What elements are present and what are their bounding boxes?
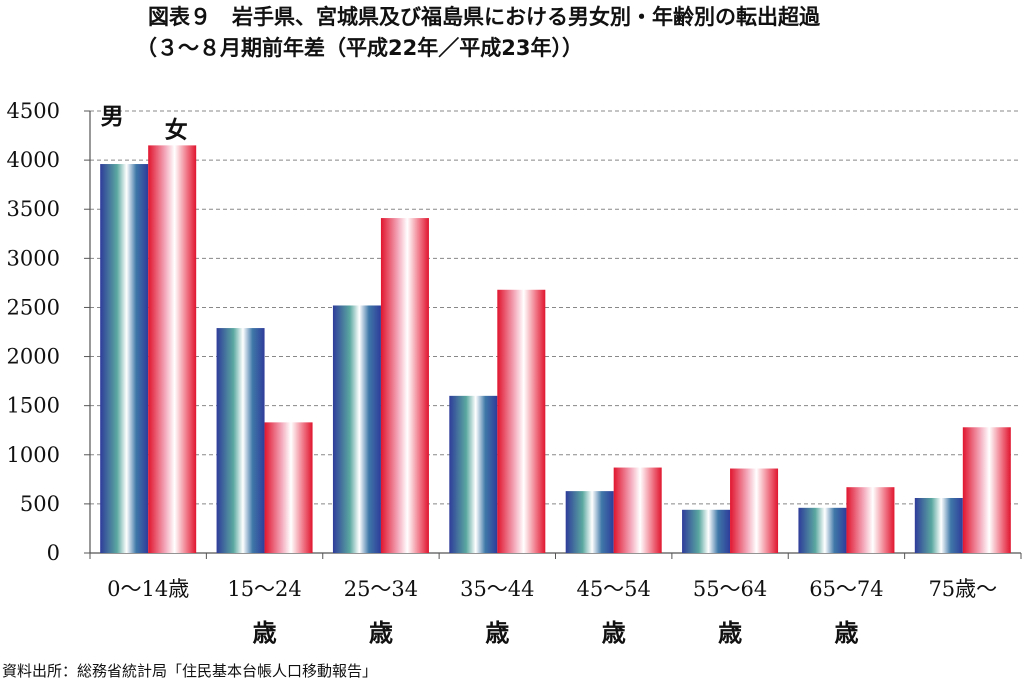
x-category-label: 65〜74 [809, 577, 883, 601]
bar-female-2 [380, 218, 429, 553]
bar-female-0 [148, 145, 197, 553]
bar-female-4 [613, 467, 662, 553]
bar-female-6 [846, 487, 895, 553]
legend-male: 男 [101, 104, 124, 130]
x-category-label: 0〜14歳 [107, 577, 189, 601]
x-category-label: 歳 [253, 619, 277, 647]
source-note: 資料出所：総務省統計局「住民基本台帳人口移動報告」 [2, 662, 378, 680]
bar-male-6 [798, 507, 847, 553]
labels: 0 500 1000 1500 2000 2500 3000 3500 4000 4500 男 女 0〜… [7, 99, 998, 647]
y-tick-label: 4500 [7, 99, 60, 123]
chart-title-line1: 図表９ 岩手県、宮城県及び福島県における男女別・年齢別の転出超過 [148, 5, 820, 29]
y-tick-label: 4000 [7, 148, 60, 172]
bar-male-0 [100, 164, 149, 554]
y-tick-label: 3500 [7, 197, 60, 221]
x-category-label: 歳 [718, 619, 742, 647]
bars [100, 145, 1011, 554]
bar-female-5 [730, 468, 779, 553]
legend-female: 女 [165, 116, 188, 143]
bar-female-3 [497, 289, 546, 553]
x-category-label: 15〜24 [227, 577, 301, 601]
x-category-label: 歳 [369, 619, 393, 647]
y-tick-label: 1500 [7, 394, 60, 418]
bar-male-1 [216, 328, 265, 553]
bar-male-7 [914, 497, 963, 553]
x-category-label: 75歳〜 [928, 577, 997, 601]
x-category-label: 25〜34 [344, 577, 418, 601]
y-tick-label: 2000 [7, 345, 60, 369]
chart-title-line2: （３～８月期前年差（平成22年／平成23年）） [136, 36, 583, 60]
y-tick-label: 3000 [7, 246, 60, 270]
x-category-label: 歳 [485, 619, 509, 647]
y-tick-label: 1000 [7, 443, 60, 467]
bar-male-5 [682, 509, 731, 553]
bar-chart: 0 500 1000 1500 2000 2500 3000 3500 4000 4500 男 女 0〜… [7, 99, 1022, 647]
bar-male-4 [565, 491, 614, 553]
x-category-label: 歳 [602, 619, 626, 647]
y-tick-label: 0 [47, 541, 60, 565]
y-tick-label: 2500 [7, 295, 60, 319]
x-category-label: 35〜44 [460, 577, 534, 601]
x-category-label: 歳 [834, 619, 858, 647]
bar-female-7 [962, 427, 1011, 553]
y-tick-label: 500 [20, 492, 60, 516]
bar-male-2 [332, 305, 381, 553]
bar-male-3 [449, 395, 498, 553]
x-category-label: 45〜54 [576, 577, 650, 601]
bar-female-1 [264, 422, 313, 553]
x-category-label: 55〜64 [693, 577, 767, 601]
